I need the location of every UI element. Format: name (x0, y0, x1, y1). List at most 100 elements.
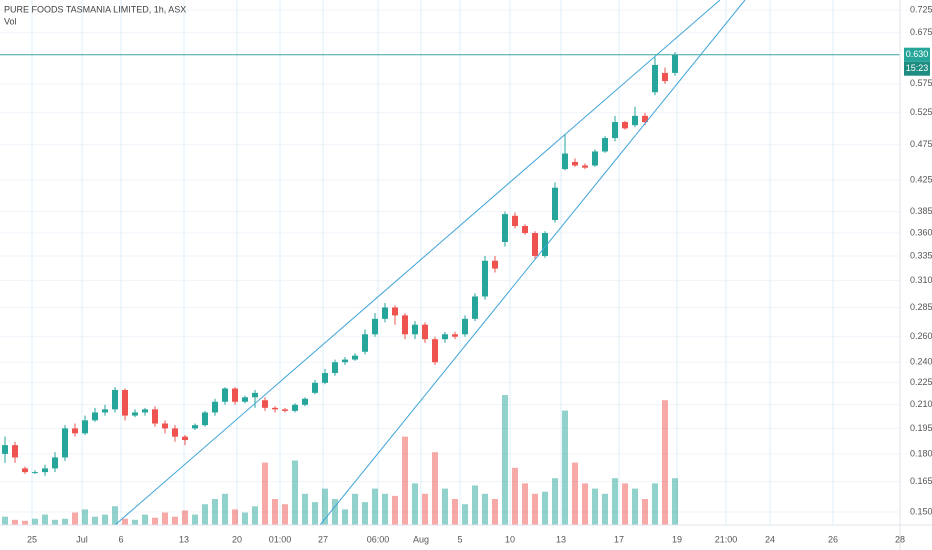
candle-body (622, 122, 628, 129)
candle-body (382, 307, 388, 319)
volume-bar (2, 516, 8, 525)
y-tick-label: 0.675 (910, 27, 932, 37)
volume-bar (622, 483, 628, 525)
volume-bar (202, 504, 208, 525)
y-tick-label: 0.385 (910, 206, 932, 216)
x-tick-label: 28 (895, 534, 905, 544)
volume-bar (32, 518, 38, 525)
candle-body (52, 457, 58, 469)
volume-bar (512, 467, 518, 525)
volume-bar (632, 488, 638, 525)
y-tick-label: 0.335 (910, 250, 932, 260)
volume-bar (142, 514, 148, 525)
volume-bar (72, 512, 78, 525)
volume-bar (372, 488, 378, 525)
x-tick-label: 27 (318, 534, 328, 544)
candle-body (12, 445, 18, 458)
volume-bar (272, 499, 278, 525)
candle-body (152, 409, 158, 424)
volume-bar (522, 483, 528, 525)
y-tick-label: 0.150 (910, 506, 932, 516)
volume-bar (352, 493, 358, 525)
x-tick-label: 26 (828, 534, 838, 544)
volume-bar (12, 519, 18, 525)
candle-body (242, 397, 248, 402)
volume-bar (102, 514, 108, 525)
volume-bar (532, 493, 538, 525)
volume-bar (582, 483, 588, 525)
candle-body (502, 214, 508, 243)
candle-body (642, 115, 648, 123)
volume-bar (562, 410, 568, 525)
y-tick-label: 0.180 (910, 448, 932, 458)
volume-bar (192, 514, 198, 525)
candle-body (112, 389, 118, 410)
y-tick-label: 0.310 (910, 275, 932, 285)
y-tick-label: 0.425 (910, 175, 932, 185)
trend-line (114, 0, 721, 526)
candle-body (392, 307, 398, 316)
volume-bar (302, 493, 308, 525)
candle-body (592, 151, 598, 166)
x-tick-label: 5 (457, 534, 462, 544)
axes: 0.725 0.675 0.575 0.525 0.475 0.425 0.385 0.360… (27, 4, 932, 544)
candle-body (122, 389, 128, 416)
candle-body (582, 165, 588, 168)
volume-bar (542, 491, 548, 525)
candle-body (372, 318, 378, 335)
y-tick-label: 0.360 (910, 227, 932, 237)
y-tick-label: 0.575 (910, 78, 932, 88)
candle-body (402, 315, 408, 335)
volume-bar (332, 499, 338, 525)
candle-body (292, 404, 298, 411)
volume-bar (292, 460, 298, 525)
candle-body (62, 428, 68, 458)
candle-body (432, 339, 438, 363)
volume-bar (42, 514, 48, 525)
candle-body (352, 355, 358, 360)
x-tick-label: 24 (765, 534, 775, 544)
overlay (0, 0, 900, 526)
candle-body (82, 420, 88, 434)
volume-bar (162, 512, 168, 525)
volume-bar (132, 519, 138, 525)
candle-body (522, 226, 528, 234)
y-tick-label: 0.195 (910, 423, 932, 433)
candle-body (602, 138, 608, 152)
candle-body (412, 324, 418, 335)
candle-body (302, 398, 308, 405)
x-tick-label: Aug (413, 534, 429, 544)
y-tick-label: 0.725 (910, 4, 932, 14)
volume-bar (672, 478, 678, 525)
candle-body (662, 72, 668, 82)
candle-body (182, 436, 188, 441)
volume-bar (92, 516, 98, 525)
candle-body (272, 407, 278, 410)
volume-bar (472, 485, 478, 525)
y-tick-label: 0.260 (910, 331, 932, 341)
candle-body (232, 388, 238, 402)
candle-body (212, 401, 218, 413)
volume-bar (592, 488, 598, 525)
candle-body (452, 334, 458, 337)
y-tick-label: 0.165 (910, 476, 932, 486)
volume-bar (572, 462, 578, 525)
volume-bar (212, 499, 218, 525)
chart-title: PURE FOODS TASMANIA LIMITED, 1h, ASX (4, 4, 186, 14)
candles (2, 52, 678, 476)
volume-bar (172, 516, 178, 525)
volume-bar (412, 483, 418, 525)
candle-body (162, 423, 168, 429)
x-tick-label: 21:00 (715, 534, 738, 544)
volume-bar (182, 510, 188, 525)
volume-bar (112, 506, 118, 525)
candle-body (442, 334, 448, 340)
volume-bar (82, 509, 88, 525)
x-tick-label: 6 (118, 534, 123, 544)
last-price-label: 0.630 (906, 49, 929, 59)
volume-bar (242, 512, 248, 525)
volume-bar (152, 517, 158, 525)
candle-body (2, 445, 8, 454)
candle-body (542, 233, 548, 256)
candle-body (192, 425, 198, 429)
